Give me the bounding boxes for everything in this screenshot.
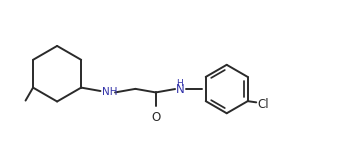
Text: H: H [176, 79, 183, 88]
Text: Cl: Cl [258, 98, 269, 111]
Text: NH: NH [102, 87, 117, 97]
Text: O: O [151, 111, 161, 124]
Text: N: N [176, 83, 185, 96]
